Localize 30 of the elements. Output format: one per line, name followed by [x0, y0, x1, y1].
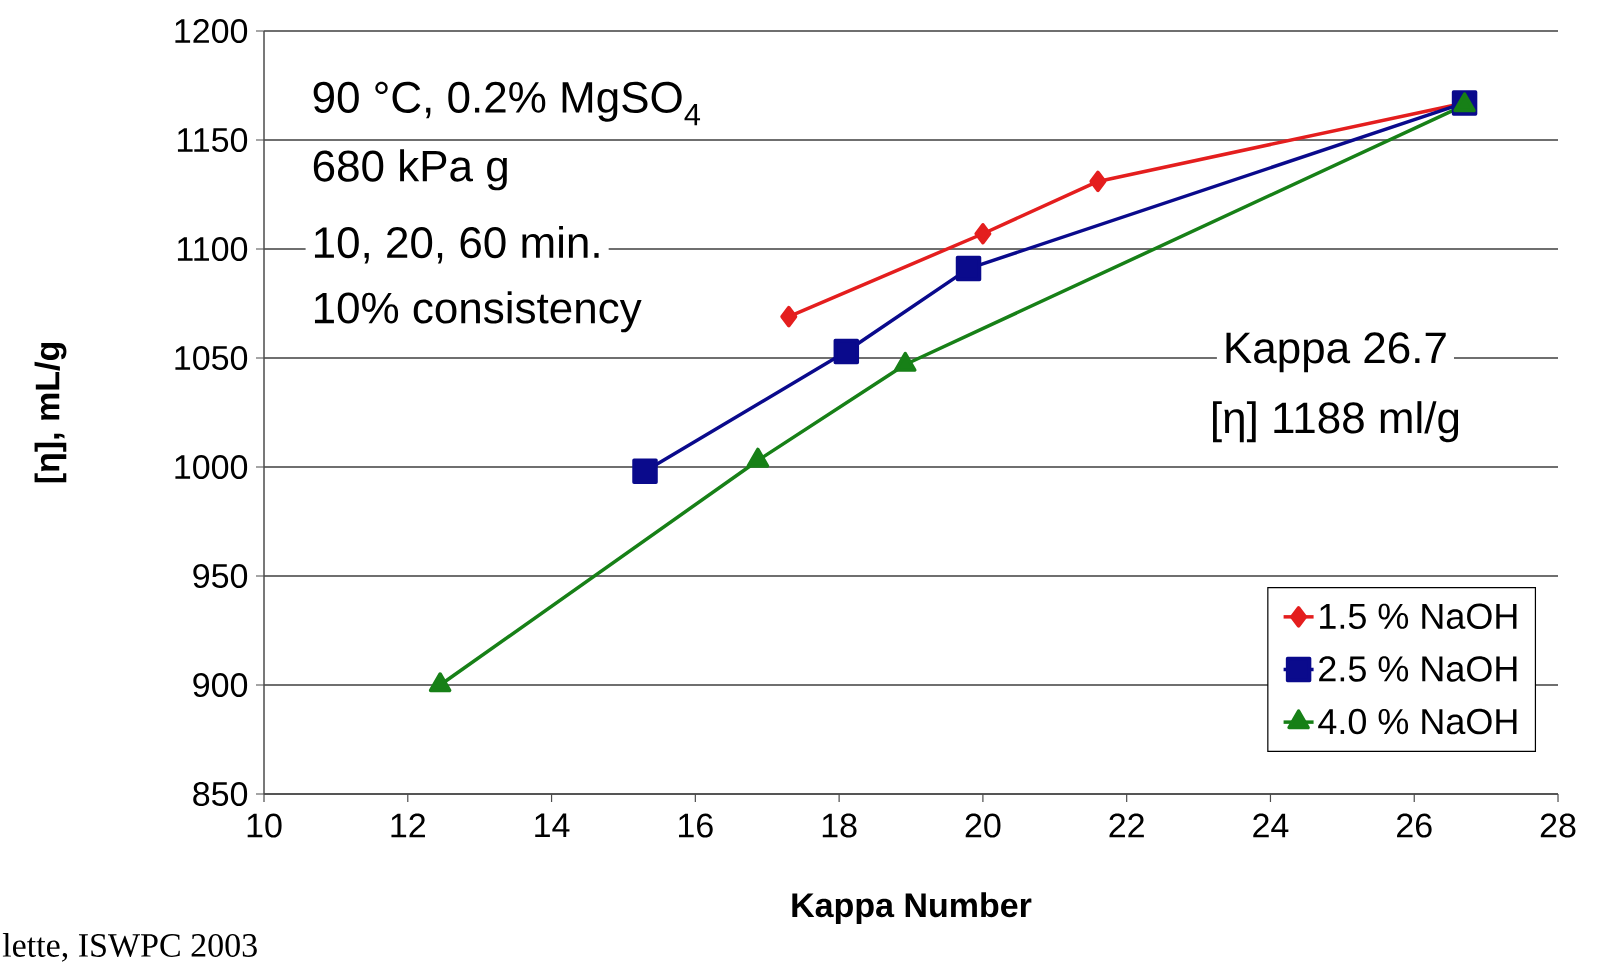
x-tick-label: 26 [1397, 813, 1432, 838]
x-tick-label: 14 [535, 813, 570, 837]
legend-label: 2.5 % NaOH [1319, 656, 1517, 682]
x-tick-label: 12 [391, 813, 425, 838]
y-tick-label: 1050 [175, 345, 248, 371]
x-tick-label: 20 [965, 813, 1001, 838]
annotation: 10, 20, 60 min. [314, 225, 599, 264]
y-tick-label: 1150 [177, 127, 248, 153]
y-tick-label: 950 [193, 563, 248, 589]
y-axis-title: [η], mL/g [34, 343, 67, 483]
y-tick-label: 850 [193, 781, 248, 807]
y-tick-label: 1100 [177, 236, 248, 262]
x-tick-label: 28 [1540, 813, 1576, 838]
x-tick-label: 10 [247, 813, 282, 838]
x-axis-title: Kappa Number [792, 892, 1032, 924]
y-tick-label: 1000 [175, 454, 248, 480]
legend-label: 4.0 % NaOH [1318, 708, 1517, 735]
annotation: Kappa 26.7 [1226, 332, 1446, 373]
x-tick-label: 22 [1109, 813, 1144, 838]
annotation: 680 kPa g [313, 149, 507, 191]
annotation: [η] 1188 ml/g [1213, 401, 1459, 443]
x-tick-label: 18 [822, 813, 857, 838]
text: lette, ISWPC 2003 [2, 932, 257, 962]
x-tick-label: 16 [679, 813, 713, 838]
annotation: 10% consistency [314, 291, 642, 333]
x-tick-label: 24 [1253, 813, 1289, 838]
y-tick-label: 1200 [175, 18, 248, 44]
legend-label: 1.5 % NaOH [1320, 603, 1517, 630]
y-tick-label: 900 [193, 672, 248, 698]
annotation: 90 °C, 0.2% MgSO$_{4}$ [313, 81, 701, 126]
